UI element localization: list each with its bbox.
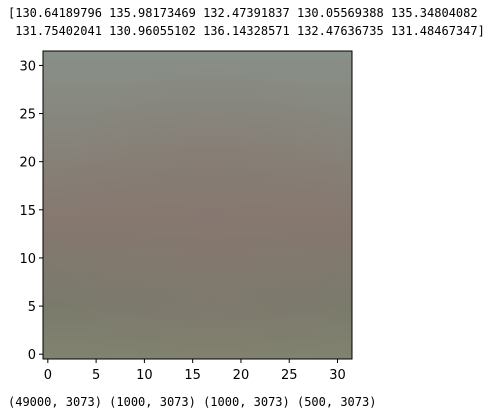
x-tick-label: 10 — [136, 368, 153, 383]
x-tick-label: 15 — [184, 368, 201, 383]
x-tick-label: 5 — [92, 368, 100, 383]
y-tick-label: 10 — [19, 252, 36, 267]
x-tick-label: 20 — [233, 368, 250, 383]
plot-frame — [42, 50, 353, 360]
heatmap-center-tone — [43, 51, 352, 359]
y-tick-label: 0 — [28, 348, 36, 363]
data-shapes-output: (49000, 3073) (1000, 3073) (1000, 3073) … — [8, 395, 377, 409]
mean-image-output-line-1: [130.64189796 135.98173469 132.47391837 … — [8, 6, 478, 20]
y-tick-label: 15 — [19, 204, 36, 219]
y-tick-label: 25 — [19, 108, 36, 123]
mean-image-heatmap — [43, 51, 352, 359]
y-tick-label: 20 — [19, 156, 36, 171]
y-tick-label: 5 — [28, 300, 36, 315]
y-tick-label: 30 — [19, 59, 36, 74]
x-tick-label: 30 — [329, 368, 346, 383]
plot-axes: 0 5 10 15 20 25 30 0 5 10 15 20 25 30 — [19, 50, 353, 383]
x-tick-label: 0 — [44, 368, 52, 383]
x-tick-label: 25 — [281, 368, 298, 383]
mean-image-output-line-2: 131.75402041 130.96055102 136.14328571 1… — [8, 24, 485, 38]
